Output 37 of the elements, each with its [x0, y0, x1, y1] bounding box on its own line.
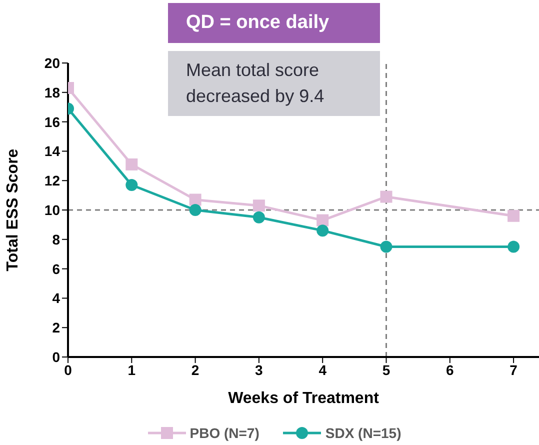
point: [189, 194, 202, 206]
point: [126, 158, 138, 170]
y-tick-label: 14: [44, 143, 60, 160]
note-box: QD = once daily: [168, 3, 380, 43]
y-tick-label: 20: [44, 54, 60, 71]
y-tick-label: 12: [44, 172, 60, 189]
point: [189, 204, 202, 216]
x-tick-label: 0: [64, 362, 72, 378]
x-tick-label: 2: [191, 362, 200, 378]
y-tick-label: 10: [44, 202, 60, 218]
x-tick-label: 6: [446, 362, 454, 378]
y-tick-label: 2: [52, 320, 60, 336]
point: [508, 240, 520, 253]
note-box: Mean total score decreased by 9.4: [168, 51, 380, 116]
point: [126, 179, 138, 192]
y-tick-label: 0: [52, 348, 60, 365]
y-tick-label: 6: [52, 260, 60, 277]
y-tick-label: 4: [52, 290, 60, 306]
x-axis-title: Weeks of Treatment: [228, 390, 380, 407]
x-tick-label: 5: [382, 362, 390, 378]
point: [508, 210, 520, 222]
point: [316, 224, 329, 237]
point: [380, 190, 392, 203]
x-tick-label: 4: [318, 362, 327, 378]
y-tick-label: 16: [44, 114, 60, 130]
y-tick-label: 18: [44, 84, 60, 100]
point: [252, 200, 265, 212]
point: [380, 240, 392, 253]
point: [316, 214, 329, 226]
legend-label: SDX (N=15): [325, 425, 402, 441]
point: [252, 211, 265, 224]
x-tick-label: 3: [255, 362, 264, 378]
x-tick-label: 1: [128, 362, 136, 378]
x-tick-label: 7: [510, 362, 518, 378]
y-axis-title: Total ESS Score: [4, 148, 22, 272]
y-tick-label: 8: [52, 231, 60, 248]
legend-label: PBO (N=7): [190, 425, 260, 441]
